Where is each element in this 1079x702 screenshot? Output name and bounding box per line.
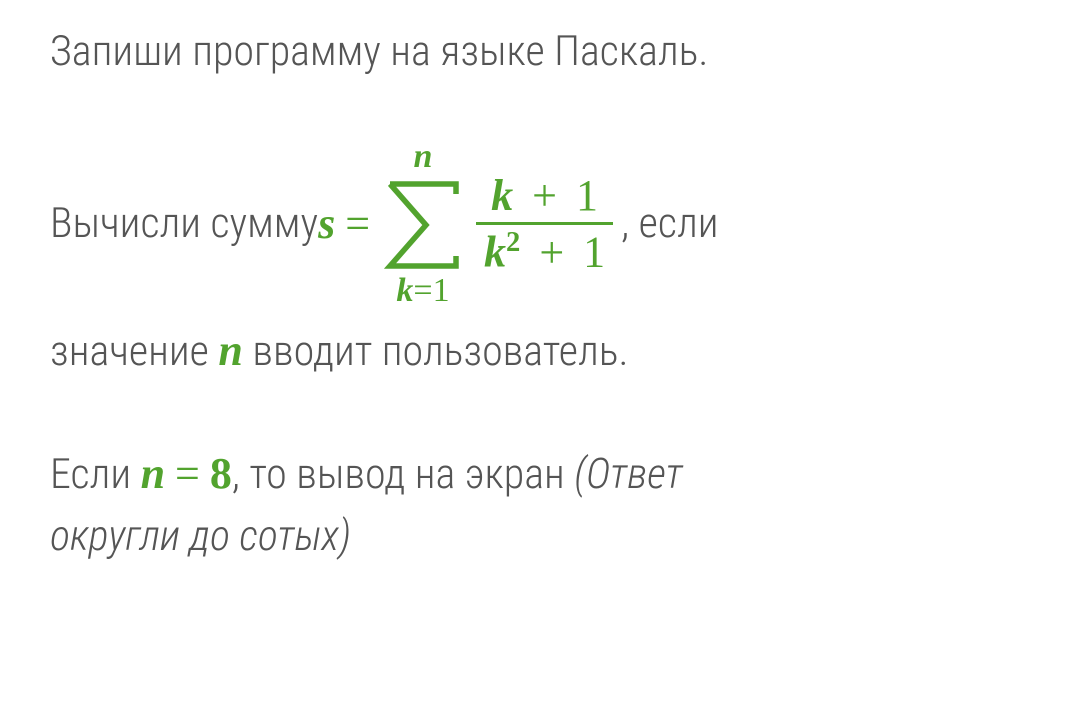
exercise-text: Запиши программу на языке Паскаль. Вычис… — [0, 0, 1079, 562]
condition-line-2: округли до сотых) — [50, 513, 1029, 561]
condition-line-1: Если n=8, то вывод на экран (Ответ — [50, 449, 1029, 500]
math-equation: s = n k=1 k + — [318, 140, 619, 308]
text-suffix-2: , если — [621, 200, 718, 248]
summation: n k=1 k + 1 — [384, 140, 613, 308]
instruction-line: Запиши программу на языке Паскаль. — [50, 28, 1029, 76]
var-n: n — [218, 326, 242, 375]
den-plus: + — [539, 228, 564, 277]
sum-lower-eq: = — [413, 272, 432, 309]
num-one: 1 — [576, 171, 598, 220]
den-one: 1 — [583, 228, 605, 277]
fraction-numerator: k + 1 — [483, 172, 606, 222]
text-italic-4: (Ответ — [574, 450, 683, 499]
num-k: k — [491, 171, 513, 220]
text-prefix-2: Вычисли сумму — [50, 200, 318, 248]
den-k: k — [484, 228, 506, 277]
text-mid-4: , то вывод на экран — [232, 450, 574, 499]
sum-lower-limit: k=1 — [396, 274, 449, 308]
num-plus: + — [532, 171, 557, 220]
eq-val: 8 — [210, 449, 232, 498]
sum-column: n k=1 — [384, 140, 462, 308]
sum-upper-limit: n — [414, 140, 433, 174]
equals-sign: = — [345, 199, 370, 250]
text-italic-5: округли до сотых) — [50, 512, 351, 561]
sigma-icon — [384, 178, 462, 272]
eq-sign: = — [175, 449, 200, 498]
continuation-line: значение n вводит пользователь. — [50, 326, 1029, 377]
fraction-denominator: k2 + 1 — [476, 225, 613, 277]
text-prefix-4: Если — [50, 450, 141, 499]
sum-lower-val: 1 — [433, 272, 450, 309]
eq-var: n — [141, 449, 165, 498]
fraction: k + 1 k2 + 1 — [476, 172, 613, 278]
math-n-equals-8: n=8 — [141, 449, 232, 498]
text-suffix-3: вводит пользователь. — [243, 327, 629, 376]
formula-line: Вычисли сумму s = n k=1 — [50, 140, 1029, 308]
sum-lower-var: k — [396, 272, 413, 309]
text-line-1: Запиши программу на языке Паскаль. — [50, 27, 708, 76]
den-exp: 2 — [506, 227, 520, 258]
text-prefix-3: значение — [50, 327, 218, 376]
var-s: s — [318, 199, 335, 250]
